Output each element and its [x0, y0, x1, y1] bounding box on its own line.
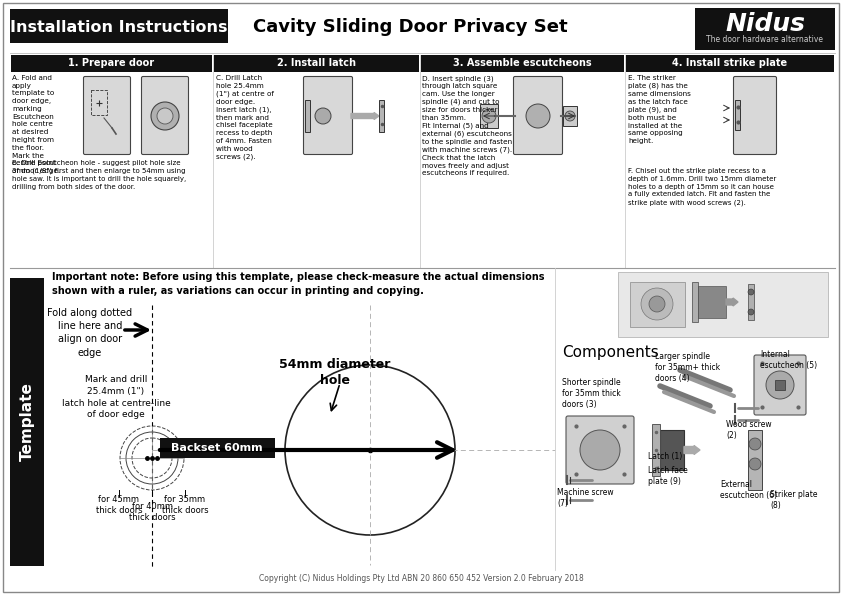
Bar [379, 100, 384, 132]
Text: Latch face
plate (9): Latch face plate (9) [648, 466, 688, 486]
FancyBboxPatch shape [514, 77, 562, 155]
Text: for 40mm
thick doors: for 40mm thick doors [129, 502, 175, 522]
Bar [160, 438, 275, 458]
Text: Components: Components [562, 345, 658, 360]
FancyBboxPatch shape [303, 77, 353, 155]
Circle shape [157, 108, 173, 124]
Text: Important note: Before using this template, please check-measure the actual dime: Important note: Before using this templa… [52, 272, 545, 296]
Bar [11, 55, 212, 72]
Circle shape [580, 430, 620, 470]
Text: Fold along dotted
line here and
align on door
edge: Fold along dotted line here and align on… [47, 308, 132, 358]
Bar [563, 106, 577, 126]
Bar [91, 90, 107, 115]
Text: D. Insert spindle (3)
through latch square
cam. Use the longer
spindle (4) and c: D. Insert spindle (3) through latch squa… [422, 75, 512, 177]
Bar [660, 430, 684, 470]
Bar [630, 282, 685, 327]
Bar [695, 8, 835, 50]
Circle shape [151, 102, 179, 130]
Bar [305, 100, 310, 132]
Bar [480, 104, 498, 128]
Text: Installation Instructions: Installation Instructions [10, 20, 227, 35]
Text: 4. Install strike plate: 4. Install strike plate [673, 58, 787, 68]
Bar [652, 424, 660, 476]
Text: Mark and drill
25.4mm (1")
latch hole at centre-line
of door edge: Mark and drill 25.4mm (1") latch hole at… [61, 375, 170, 419]
Bar [698, 286, 726, 318]
Text: Backset 60mm: Backset 60mm [171, 443, 263, 453]
FancyArrow shape [351, 112, 379, 120]
Text: Template: Template [19, 383, 35, 462]
Text: for 35mm
thick doors: for 35mm thick doors [162, 495, 208, 515]
Bar [775, 380, 785, 390]
Text: Latch (1): Latch (1) [648, 452, 682, 461]
Text: External
escutcheon (6): External escutcheon (6) [720, 480, 777, 500]
Text: 54mm diameter
hole: 54mm diameter hole [280, 358, 391, 387]
Text: Striker plate
(8): Striker plate (8) [770, 490, 818, 510]
Bar [748, 284, 754, 320]
Text: B. Drill Escutcheon hole - suggest pilot hole size
3mm (1/8") first and then enl: B. Drill Escutcheon hole - suggest pilot… [12, 160, 186, 190]
FancyBboxPatch shape [754, 355, 806, 415]
Text: Machine screw
(7): Machine screw (7) [557, 488, 614, 508]
Circle shape [748, 289, 754, 295]
Circle shape [649, 296, 665, 312]
Bar [421, 55, 624, 72]
Bar [735, 100, 740, 130]
Bar [10, 9, 228, 43]
FancyBboxPatch shape [566, 416, 634, 484]
Text: E. The striker
plate (8) has the
same dimensions
as the latch face
plate (9), an: E. The striker plate (8) has the same di… [628, 75, 691, 144]
FancyBboxPatch shape [83, 77, 131, 155]
Circle shape [641, 288, 673, 320]
Text: Internal
escutcheon (5): Internal escutcheon (5) [760, 350, 817, 370]
Bar [618, 272, 828, 337]
FancyBboxPatch shape [141, 77, 189, 155]
Circle shape [482, 109, 496, 123]
Text: A. Fold and
apply
template to
door edge,
marking
Escutcheon
hole centre
at desir: A. Fold and apply template to door edge,… [12, 75, 61, 174]
Bar [10, 278, 44, 566]
Text: Wood screw
(2): Wood screw (2) [726, 420, 771, 440]
FancyBboxPatch shape [733, 77, 776, 155]
Circle shape [526, 104, 550, 128]
FancyArrow shape [726, 298, 738, 306]
Text: Shorter spindle
for 35mm thick
doors (3): Shorter spindle for 35mm thick doors (3) [562, 378, 621, 409]
Text: 1. Prepare door: 1. Prepare door [68, 58, 155, 68]
Text: Cavity Sliding Door Privacy Set: Cavity Sliding Door Privacy Set [253, 18, 568, 36]
Bar [748, 430, 762, 490]
Circle shape [315, 108, 331, 124]
Text: Larger spindle
for 35mm+ thick
doors (4): Larger spindle for 35mm+ thick doors (4) [655, 352, 720, 383]
Text: F. Chisel out the strike plate recess to a
depth of 1.6mm. Drill two 15mm diamet: F. Chisel out the strike plate recess to… [628, 168, 776, 205]
Circle shape [749, 458, 761, 470]
Text: C. Drill Latch
hole 25.4mm
(1") at centre of
door edge.
Insert latch (1),
then m: C. Drill Latch hole 25.4mm (1") at centr… [216, 75, 274, 160]
Text: 3. Assemble escutcheons: 3. Assemble escutcheons [453, 58, 592, 68]
Text: Nidus: Nidus [725, 12, 805, 36]
Bar [692, 282, 698, 322]
Bar [214, 55, 419, 72]
Text: The door hardware alternative: The door hardware alternative [706, 36, 823, 45]
Text: 2. Install latch: 2. Install latch [277, 58, 356, 68]
Bar [626, 55, 834, 72]
Circle shape [565, 111, 575, 121]
Text: Copyright (C) Nidus Holdings Pty Ltd ABN 20 860 650 452 Version 2.0 February 201: Copyright (C) Nidus Holdings Pty Ltd ABN… [258, 574, 584, 583]
Circle shape [766, 371, 794, 399]
FancyArrow shape [684, 446, 700, 455]
Circle shape [749, 438, 761, 450]
Text: for 45mm
thick doors: for 45mm thick doors [96, 495, 142, 515]
Circle shape [748, 309, 754, 315]
